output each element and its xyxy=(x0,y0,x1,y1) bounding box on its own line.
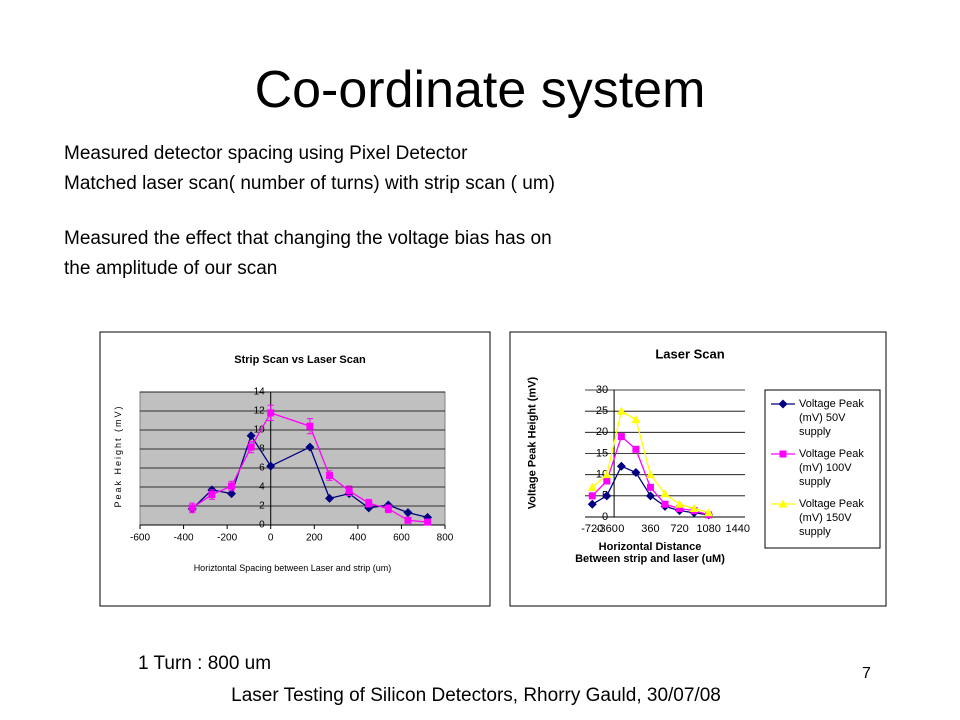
legend-label: Voltage Peak (mV) 50V supply xyxy=(799,398,864,438)
x-tick-label: 1080 xyxy=(696,523,720,535)
y-tick-label: 14 xyxy=(254,387,266,398)
y-tick-label: 8 xyxy=(259,444,265,455)
point xyxy=(227,489,236,499)
y-tick-label: 25 xyxy=(596,405,608,417)
point xyxy=(267,409,275,417)
chart-title: Strip Scan vs Laser Scan xyxy=(234,354,366,366)
note: 1 Turn : 800 um xyxy=(138,653,272,674)
point xyxy=(631,415,641,424)
point xyxy=(188,504,196,512)
point xyxy=(208,491,216,499)
point xyxy=(646,483,654,491)
x-tick-label: 360 xyxy=(641,523,659,535)
point xyxy=(779,450,787,458)
point xyxy=(778,499,788,508)
point xyxy=(247,443,255,451)
y-tick-label: 20 xyxy=(596,426,608,438)
legend-label: Voltage Peak (mV) 100V supply xyxy=(799,448,864,488)
point xyxy=(228,482,235,490)
point xyxy=(778,399,788,409)
body-line: the amplitude of our scan xyxy=(64,258,278,279)
x-tick-label: 800 xyxy=(437,533,454,544)
y-tick-label: 2 xyxy=(259,501,265,512)
body-line: Measured the effect that changing the vo… xyxy=(64,228,552,249)
x-axis-title: Horizontal Distance Between strip and la… xyxy=(575,541,725,565)
point xyxy=(689,504,699,513)
point xyxy=(306,422,314,430)
page-number: 7 xyxy=(862,665,871,682)
y-tick-label: 10 xyxy=(254,425,266,436)
point xyxy=(404,516,412,524)
x-tick-label: -720 xyxy=(581,523,603,535)
point xyxy=(345,487,353,495)
x-tick-label: 720 xyxy=(670,523,688,535)
point xyxy=(384,505,392,513)
point xyxy=(631,468,641,478)
point xyxy=(660,489,670,498)
x-tick-label: -360 xyxy=(596,523,618,535)
point xyxy=(588,492,596,500)
x-tick-label: 200 xyxy=(306,533,323,544)
point xyxy=(424,518,432,526)
slide-title: Co-ordinate system xyxy=(254,61,706,119)
point xyxy=(616,461,626,471)
x-tick-label: 1440 xyxy=(725,523,749,535)
point xyxy=(587,499,597,509)
point xyxy=(661,500,669,508)
body-line: Measured detector spacing using Pixel De… xyxy=(64,143,468,164)
point xyxy=(645,491,655,501)
y-tick-label: 6 xyxy=(259,463,265,474)
point xyxy=(603,477,611,485)
y-tick-label: 4 xyxy=(259,482,265,493)
x-tick-label: -400 xyxy=(174,533,194,544)
x-tick-label: 600 xyxy=(393,533,410,544)
point xyxy=(602,491,612,501)
x-axis-title: Horiztontal Spacing between Laser and st… xyxy=(193,563,392,573)
point xyxy=(305,442,315,452)
point xyxy=(632,445,640,453)
y-tick-label: 12 xyxy=(254,406,266,417)
body-line: Matched laser scan( number of turns) wit… xyxy=(64,173,556,194)
point xyxy=(403,508,413,518)
point xyxy=(616,406,626,415)
point xyxy=(246,431,256,441)
point xyxy=(676,505,684,513)
y-tick-label: 30 xyxy=(596,384,608,396)
x-tick-label: -200 xyxy=(217,533,237,544)
y-axis-title: Voltage Peak Height (mV) xyxy=(526,376,539,510)
point xyxy=(617,433,625,441)
y-axis-title: Peak Height (mV) xyxy=(113,404,123,508)
point xyxy=(602,470,612,479)
x-tick-label: 0 xyxy=(268,533,274,544)
legend-box xyxy=(764,389,881,549)
point xyxy=(675,499,685,508)
point xyxy=(587,482,597,491)
x-tick-label: 0 xyxy=(618,523,624,535)
legend-label: Voltage Peak (mV) 150V supply xyxy=(799,498,864,538)
point xyxy=(704,508,714,517)
plot-area xyxy=(139,391,446,526)
footer: Laser Testing of Silicon Detectors, Rhor… xyxy=(231,685,721,706)
point xyxy=(325,493,335,503)
y-tick-label: 15 xyxy=(596,447,608,459)
point xyxy=(266,461,276,471)
point xyxy=(645,470,655,479)
x-tick-label: -600 xyxy=(130,533,150,544)
point xyxy=(326,472,334,480)
x-tick-label: 400 xyxy=(350,533,367,544)
chart-title: Laser Scan xyxy=(655,346,724,361)
point xyxy=(365,499,373,507)
